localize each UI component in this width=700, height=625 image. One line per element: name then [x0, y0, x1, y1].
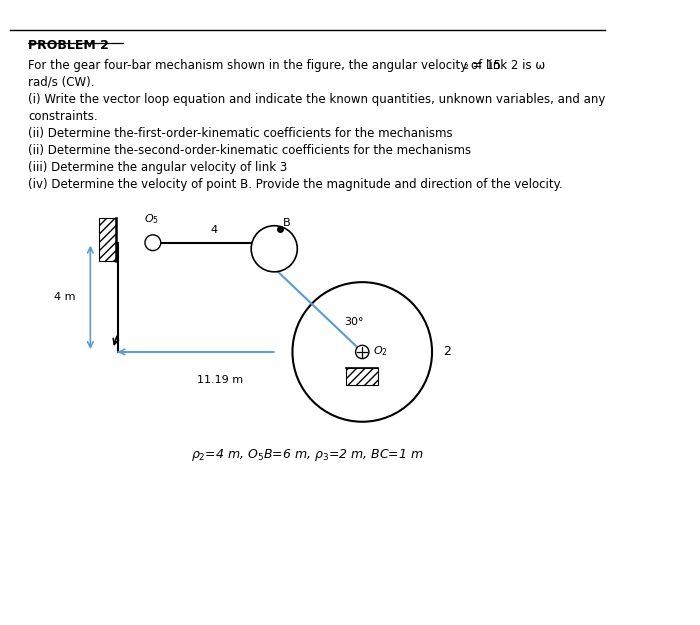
Text: +C: +C [266, 246, 283, 256]
Circle shape [356, 345, 369, 359]
Circle shape [251, 226, 298, 272]
Text: 4 m: 4 m [54, 292, 75, 302]
Text: (ii) Determine the-second-order-kinematic coefficients for the mechanisms: (ii) Determine the-second-order-kinemati… [29, 144, 472, 157]
Text: 11.19 m: 11.19 m [197, 375, 244, 385]
Bar [99, 218, 116, 261]
Text: B: B [284, 217, 291, 227]
Text: PROBLEM 2: PROBLEM 2 [29, 39, 109, 52]
Text: $O_5$: $O_5$ [144, 212, 158, 226]
Text: rad/s (CW).: rad/s (CW). [29, 76, 95, 89]
Text: 30°: 30° [344, 317, 363, 327]
Text: $O_2$: $O_2$ [373, 344, 388, 357]
Text: (i) Write the vector loop equation and indicate the known quantities, unknown va: (i) Write the vector loop equation and i… [29, 92, 606, 106]
Bar [346, 368, 378, 386]
Text: For the gear four-bar mechanism shown in the figure, the angular velocity of lin: For the gear four-bar mechanism shown in… [29, 59, 545, 72]
Text: 4: 4 [210, 225, 217, 235]
Text: (ii) Determine the-first-order-kinematic coefficients for the mechanisms: (ii) Determine the-first-order-kinematic… [29, 127, 453, 140]
Text: $\rho_2$=4 m, $O_5B$=6 m, $\rho_3$=2 m, $BC$=1 m: $\rho_2$=4 m, $O_5B$=6 m, $\rho_3$=2 m, … [191, 447, 424, 463]
Text: constraints.: constraints. [29, 110, 98, 123]
Circle shape [293, 282, 432, 422]
Text: 3: 3 [254, 247, 260, 257]
Circle shape [145, 235, 161, 251]
Text: (iv) Determine the velocity of point B. Provide the magnitude and direction of t: (iv) Determine the velocity of point B. … [29, 177, 564, 191]
Text: (iii) Determine the angular velocity of link 3: (iii) Determine the angular velocity of … [29, 161, 288, 174]
Text: ₂ = 15: ₂ = 15 [464, 59, 501, 72]
Text: 2: 2 [443, 346, 451, 359]
